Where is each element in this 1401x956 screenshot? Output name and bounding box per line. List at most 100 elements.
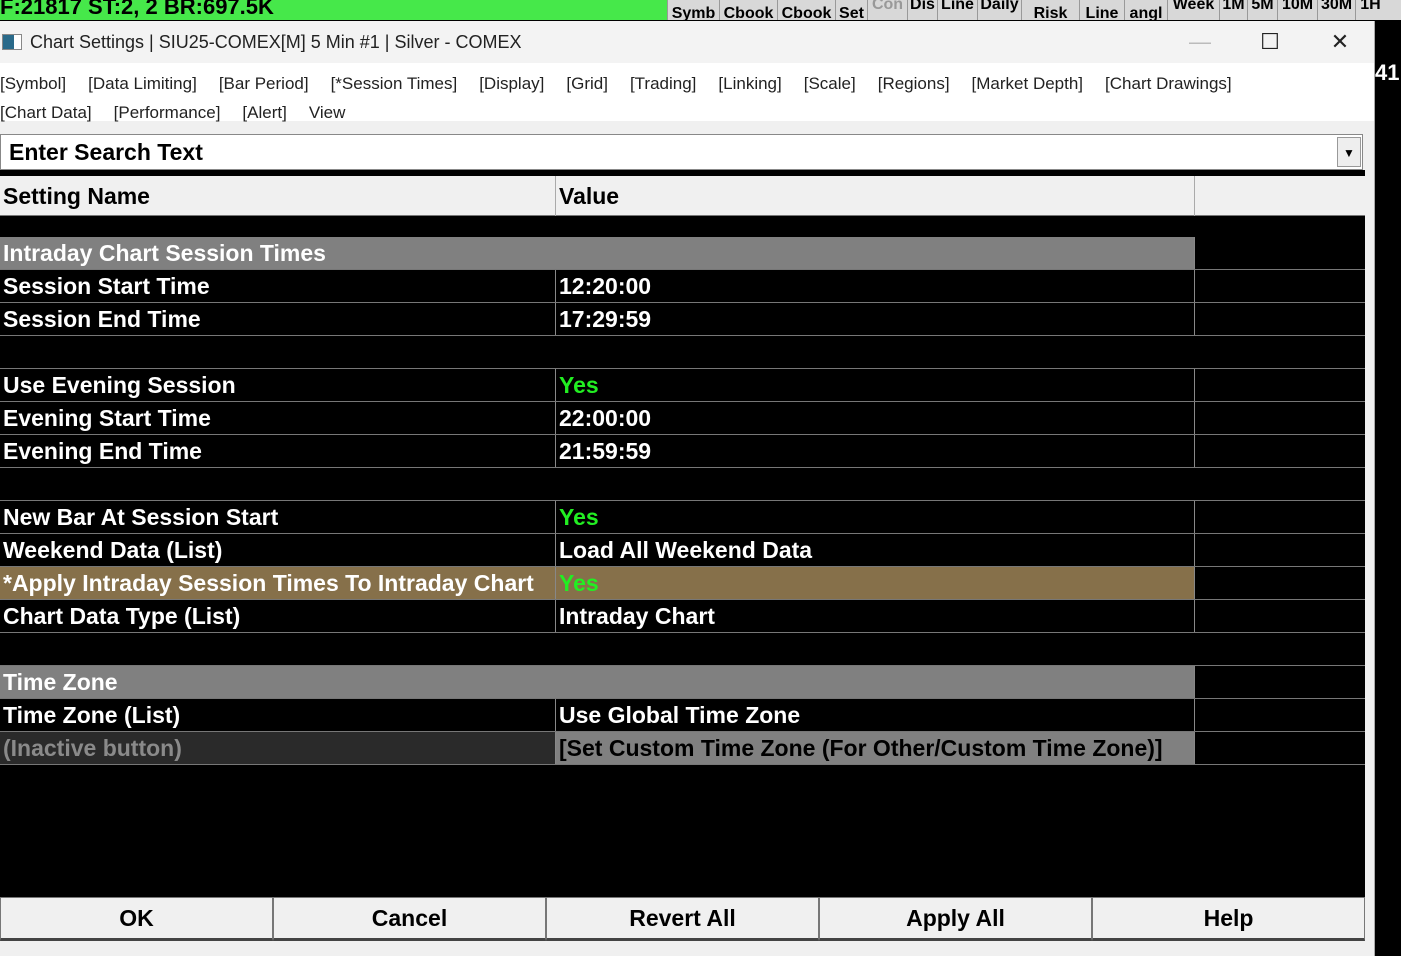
setting-name: Session Start Time (3, 273, 210, 299)
table-row[interactable]: New Bar At Session Start Yes (0, 501, 1365, 534)
maximize-button[interactable]: ☐ (1260, 29, 1280, 54)
setting-value[interactable]: Load All Weekend Data (555, 534, 1194, 566)
setting-name: Chart Data Type (List) (3, 603, 241, 629)
empty-cell (1194, 699, 1365, 731)
menu-item-view[interactable]: View (308, 102, 346, 122)
app-icon (2, 34, 22, 50)
menu-item-alert[interactable]: [Alert] (242, 102, 287, 122)
setting-name: Session End Time (3, 306, 201, 332)
table-row[interactable] (0, 336, 1365, 369)
setting-name: *Apply Intraday Session Times To Intrada… (0, 567, 555, 599)
menu-item-barperiod[interactable]: [Bar Period] (218, 73, 309, 93)
table-row[interactable] (0, 633, 1365, 666)
menu-item-grid[interactable]: [Grid] (566, 73, 608, 93)
toolbar-button-week[interactable]: Week (1167, 0, 1219, 20)
revert-all-button[interactable]: Revert All (546, 897, 819, 941)
empty-cell (1194, 468, 1365, 500)
settings-menu: [Symbol] [Data Limiting] [Bar Period] [*Ses… (0, 63, 1374, 122)
setting-value[interactable]: Intraday Chart (555, 600, 1194, 632)
table-row[interactable]: Use Evening Session Yes (0, 369, 1365, 402)
setting-value[interactable]: 21:59:59 (555, 435, 1194, 467)
menu-item-sessiontimes[interactable]: [*Session Times] (330, 73, 458, 93)
header-setting-name[interactable]: Setting Name (3, 183, 150, 209)
setting-value[interactable]: Yes (555, 501, 1194, 533)
toolbar-button-dis[interactable]: Dis (907, 0, 937, 20)
toolbar-button-set[interactable]: Set (835, 0, 867, 20)
button-bar: OK Cancel Revert All Apply All Help (0, 897, 1365, 941)
toolbar-button-10m[interactable]: 10M (1277, 0, 1317, 20)
group-header[interactable]: Intraday Chart Session Times (0, 237, 1365, 270)
table-row[interactable] (0, 468, 1365, 501)
table-row[interactable]: (Inactive button) [Set Custom Time Zone (… (0, 732, 1365, 765)
menu-item-trading[interactable]: [Trading] (629, 73, 697, 93)
menu-item-linking[interactable]: [Linking] (718, 73, 782, 93)
group-header[interactable]: Time Zone (0, 666, 1365, 699)
toolbar-button-daily[interactable]: Daily (977, 0, 1021, 20)
search-placeholder: Enter Search Text (9, 139, 203, 165)
setting-value[interactable]: Yes (555, 369, 1194, 401)
table-row[interactable]: Session End Time 17:29:59 (0, 303, 1365, 336)
table-row[interactable]: Time Zone (List) Use Global Time Zone (0, 699, 1365, 732)
table-row[interactable]: Chart Data Type (List) Intraday Chart (0, 600, 1365, 633)
table-row[interactable]: Session Start Time 12:20:00 (0, 270, 1365, 303)
empty-cell (1194, 435, 1365, 467)
menu-item-symbol[interactable]: [Symbol] (0, 73, 67, 93)
ok-button[interactable]: OK (0, 897, 273, 941)
divider (0, 170, 1365, 176)
table-row[interactable]: *Apply Intraday Session Times To Intrada… (0, 567, 1365, 600)
setting-value[interactable]: 12:20:00 (555, 270, 1194, 302)
minimize-button[interactable]: — (1189, 29, 1211, 54)
toolbar-button-angl[interactable]: angl (1124, 0, 1167, 20)
menu-item-display[interactable]: [Display] (479, 73, 545, 93)
table-row[interactable]: Weekend Data (List) Load All Weekend Data (0, 534, 1365, 567)
cancel-button[interactable]: Cancel (273, 897, 546, 941)
setting-value[interactable]: 22:00:00 (555, 402, 1194, 434)
setting-name: Weekend Data (List) (3, 537, 223, 563)
header-value[interactable]: Value (555, 176, 1194, 216)
price-label: 41 (1375, 60, 1400, 85)
group-name: Time Zone (0, 666, 1194, 698)
setting-value[interactable]: Yes (555, 567, 1194, 599)
empty-cell (1194, 237, 1365, 269)
table-row[interactable]: Evening End Time 21:59:59 (0, 435, 1365, 468)
toolbar-button-line[interactable]: Line (1079, 0, 1124, 20)
menu-item-regions[interactable]: [Regions] (877, 73, 950, 93)
toolbar-button-5m[interactable]: 5M (1247, 0, 1277, 20)
empty-cell (1194, 534, 1365, 566)
toolbar-button-symb[interactable]: Symb (667, 0, 719, 20)
menu-item-datalimiting[interactable]: [Data Limiting] (88, 73, 197, 93)
menu-item-scale[interactable]: [Scale] (803, 73, 856, 93)
toolbar-button-1h[interactable]: 1H (1355, 0, 1385, 20)
toolbar-button-30m[interactable]: 30M (1317, 0, 1355, 20)
setting-name: Evening End Time (3, 438, 202, 464)
chart-background: 41 (1375, 60, 1401, 956)
empty-cell (1194, 369, 1365, 401)
menu-item-chartdrawings[interactable]: [Chart Drawings] (1105, 73, 1232, 93)
chevron-down-icon[interactable]: ▼ (1337, 137, 1361, 167)
menu-item-performance[interactable]: [Performance] (113, 102, 221, 122)
set-custom-time-zone-button[interactable]: [Set Custom Time Zone (For Other/Custom … (555, 732, 1194, 764)
help-button[interactable]: Help (1092, 897, 1365, 941)
toolbar-button-cbook[interactable]: Cbook (719, 0, 777, 20)
toolbar-button-1m[interactable]: 1M (1219, 0, 1247, 20)
apply-all-button[interactable]: Apply All (819, 897, 1092, 941)
toolbar-button-cbook[interactable]: Cbook (777, 0, 835, 20)
chart-settings-dialog: Chart Settings | SIU25-COMEX[M] 5 Min #1… (0, 21, 1375, 956)
setting-value[interactable]: 17:29:59 (555, 303, 1194, 335)
setting-value[interactable]: Use Global Time Zone (555, 699, 1194, 731)
empty-cell (1194, 732, 1365, 764)
group-name: Intraday Chart Session Times (0, 237, 1194, 269)
setting-name: Evening Start Time (3, 405, 211, 431)
setting-name: Use Evening Session (3, 372, 236, 398)
table-row[interactable]: Evening Start Time 22:00:00 (0, 402, 1365, 435)
toolbar-button-con[interactable]: Con (867, 0, 907, 20)
close-button[interactable]: ✕ (1330, 29, 1350, 54)
setting-name: New Bar At Session Start (3, 504, 279, 530)
settings-table: Setting Name Value Intraday Chart Sessio… (0, 176, 1365, 898)
toolbar-button-line[interactable]: Line (937, 0, 977, 20)
toolbar-button-risk[interactable]: Risk (1021, 0, 1079, 20)
menu-item-chartdata[interactable]: [Chart Data] (0, 102, 92, 122)
menu-item-marketdepth[interactable]: [Market Depth] (971, 73, 1084, 93)
search-input[interactable]: Enter Search Text ▼ (0, 134, 1363, 170)
empty-cell (1194, 567, 1365, 599)
